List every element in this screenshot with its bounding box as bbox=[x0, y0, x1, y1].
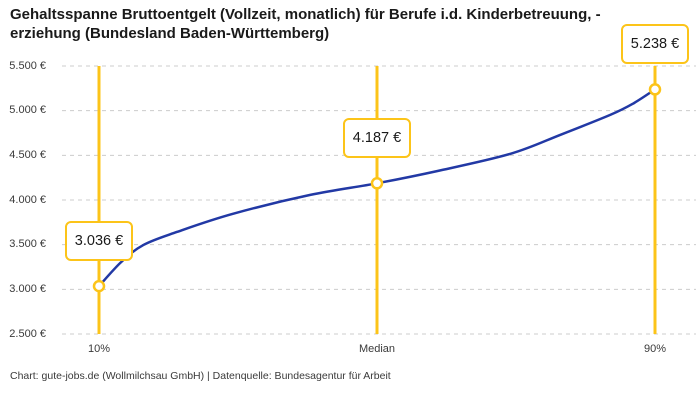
data-point-marker bbox=[92, 279, 106, 293]
x-axis-tick-label: 90% bbox=[643, 343, 667, 355]
y-axis-tick-label: 2.500 € bbox=[9, 327, 46, 340]
x-axis-tick-label: 10% bbox=[87, 343, 111, 355]
y-axis-tick-label: 4.500 € bbox=[9, 148, 46, 161]
data-point-marker bbox=[370, 177, 384, 190]
data-point-marker bbox=[648, 83, 662, 96]
y-axis-tick-label: 3.000 € bbox=[9, 282, 46, 295]
x-axis-tick-label: Median bbox=[358, 343, 396, 355]
chart-title: Gehaltsspanne Bruttoentgelt (Vollzeit, m… bbox=[10, 5, 682, 43]
value-label-box: 3.036 € bbox=[65, 221, 133, 262]
y-axis-tick-label: 5.500 € bbox=[9, 59, 46, 72]
chart-title-line-2: erziehung (Bundesland Baden-Württemberg) bbox=[10, 25, 330, 42]
chart-title-line-1: Gehaltsspanne Bruttoentgelt (Vollzeit, m… bbox=[10, 6, 601, 23]
value-label-box: 5.238 € bbox=[621, 24, 689, 65]
chart-source: Chart: gute-jobs.de (Wollmilchsau GmbH) … bbox=[10, 370, 391, 382]
y-axis-tick-label: 3.500 € bbox=[9, 238, 46, 251]
y-axis-tick-label: 5.000 € bbox=[9, 104, 46, 117]
y-axis-tick-label: 4.000 € bbox=[9, 193, 46, 206]
value-label-box: 4.187 € bbox=[343, 118, 411, 159]
